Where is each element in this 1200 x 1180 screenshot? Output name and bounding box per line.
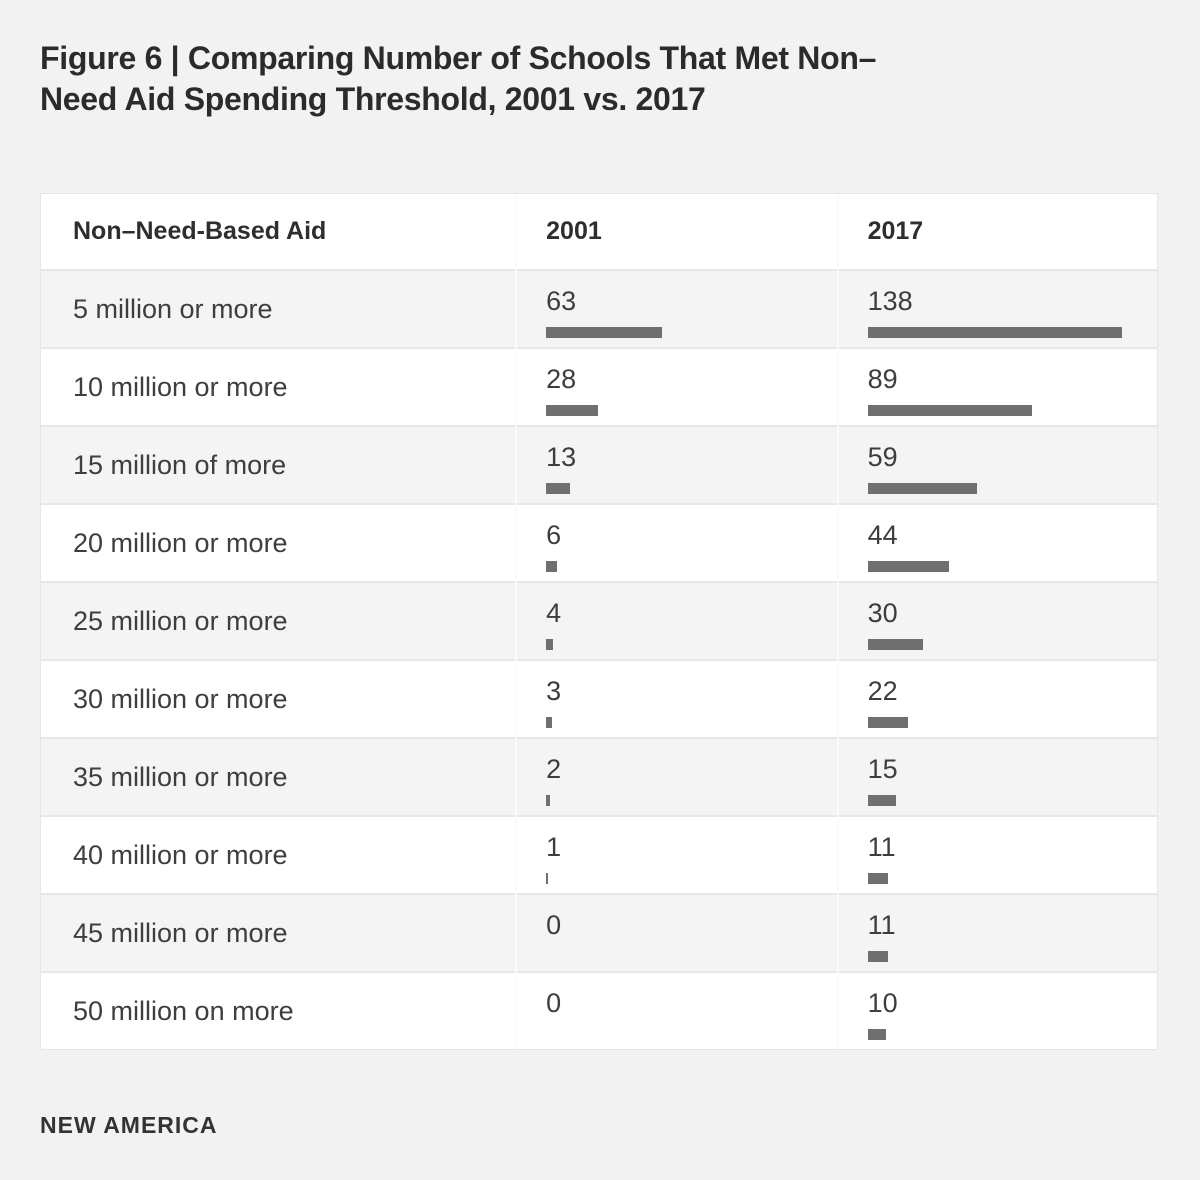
bar-2001 [546,717,553,728]
table-row: 5 million or more 63 138 [41,269,1157,347]
row-label: 20 million or more [73,527,288,558]
value-2017: 22 [867,676,898,706]
table-row: 20 million or more 6 44 [41,503,1157,581]
value-2001: 28 [546,364,577,394]
value-2017: 44 [867,520,898,550]
column-header-2017: 2017 [867,217,924,245]
bar-2001 [546,405,599,416]
value-2017: 10 [867,988,898,1018]
column-divider-2 [837,194,839,1049]
table-row: 30 million or more 3 22 [41,659,1157,737]
table-row: 10 million or more 28 89 [41,347,1157,425]
table-row: 15 million of more 13 59 [41,425,1157,503]
bar-2001 [546,327,663,338]
figure-title-line-2: Need Aid Spending Threshold, 2001 vs. 20… [40,81,706,117]
value-2001: 4 [546,598,562,628]
row-label: 15 million of more [73,449,287,480]
bar-2001 [546,483,571,494]
bar-2017 [867,327,1122,338]
bar-2017 [867,795,896,806]
bar-2017 [867,951,888,962]
table-header-row: Non–Need-Based Aid 2001 2017 [41,194,1157,269]
new-america-logo: NEW AMERICA [40,1112,218,1138]
bar-2001 [546,795,551,806]
bar-2017 [867,405,1032,416]
bar-2001 [546,639,554,650]
row-label: 50 million on more [73,995,294,1026]
figure-title-line-1: Figure 6 | Comparing Number of Schools T… [40,40,877,76]
bar-2017 [867,1029,886,1040]
value-2017: 11 [867,832,896,862]
bar-2017 [867,873,888,884]
column-header-2001: 2001 [546,217,602,245]
column-header-aid: Non–Need-Based Aid [73,217,327,245]
row-label: 40 million or more [73,839,288,870]
value-2001: 13 [546,442,577,472]
value-2017: 59 [867,442,898,472]
table-row: 25 million or more 4 30 [41,581,1157,659]
value-2017: 89 [867,364,898,394]
bar-2001 [546,561,558,572]
table-row: 35 million or more 2 15 [41,737,1157,815]
bar-2017 [867,483,977,494]
row-label: 25 million or more [73,605,288,636]
bar-2017 [867,717,908,728]
table-row: 45 million or more 0 11 [41,893,1157,971]
value-2001: 0 [546,988,562,1018]
value-2001: 0 [546,910,562,940]
value-2001: 3 [546,676,562,706]
value-2001: 63 [546,286,577,316]
row-label: 45 million or more [73,917,288,948]
value-2017: 30 [867,598,898,628]
aid-threshold-table: Non–Need-Based Aid 2001 2017 5 million o… [40,193,1158,1050]
column-divider-1 [515,194,517,1049]
table-body: 5 million or more 63 138 10 million or m… [41,269,1157,1049]
value-2001: 1 [546,832,562,862]
value-2017: 138 [867,286,913,316]
value-2017: 15 [867,754,898,784]
row-label: 10 million or more [73,371,288,402]
row-label: 5 million or more [73,293,273,324]
table-row: 50 million on more 0 10 [41,971,1157,1049]
bar-2017 [867,561,949,572]
table-row: 40 million or more 1 11 [41,815,1157,893]
value-2001: 6 [546,520,562,550]
value-2001: 2 [546,754,562,784]
row-label: 30 million or more [73,683,288,714]
figure-title: Figure 6 | Comparing Number of Schools T… [40,38,876,120]
bar-2001 [546,873,549,884]
bar-2017 [867,639,923,650]
value-2017: 11 [867,910,896,940]
row-label: 35 million or more [73,761,288,792]
